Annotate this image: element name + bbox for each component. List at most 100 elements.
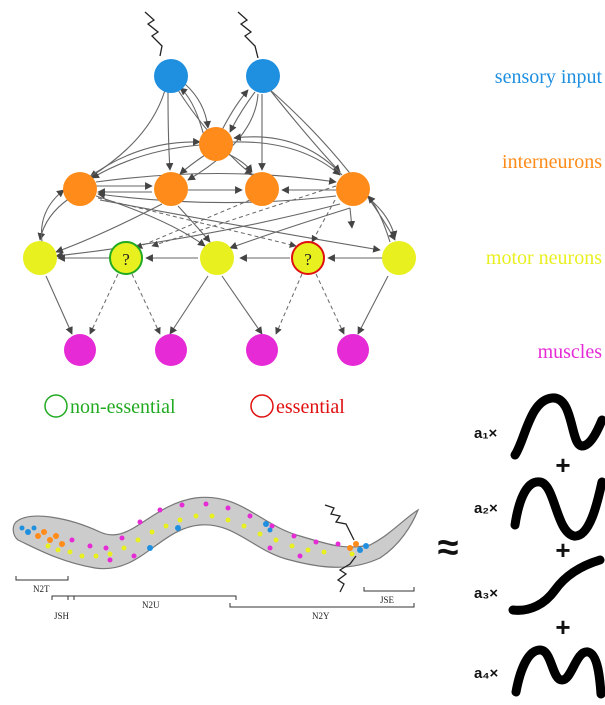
connection [179, 87, 206, 141]
neuron-dot [163, 523, 169, 529]
bracket-JSE [363, 587, 415, 592]
neuron-dot [203, 501, 209, 507]
segment-label: JSH [54, 611, 70, 621]
neuron-dot [107, 551, 113, 557]
connection [179, 154, 206, 175]
neuron-dot [241, 523, 247, 529]
neuron-dot [305, 547, 311, 553]
segment-label: JSE [380, 595, 395, 605]
essential-key-icon [250, 394, 274, 418]
neuron-dot [177, 517, 183, 523]
connection [269, 89, 341, 173]
segment-labels: N2T JSH N2U N2Y JSE [33, 584, 395, 621]
neuron-dot [79, 553, 85, 559]
bracket-N2U [67, 595, 237, 600]
neuron-dot [135, 537, 141, 543]
neuron-dot [41, 529, 47, 535]
neuron-dot [25, 529, 31, 535]
dashed-connection [89, 273, 119, 335]
neuron-dot [321, 549, 327, 555]
eigenworm-shape-1 [510, 393, 605, 460]
dashed-connection [315, 273, 345, 335]
neuron-dot [53, 533, 59, 539]
stimulus-bolt-icon [144, 11, 163, 57]
connection [231, 141, 341, 176]
connection [184, 83, 212, 129]
neuron-dot [87, 543, 93, 549]
motor-neuron-nonessential [109, 241, 143, 275]
neuron-dot [273, 537, 279, 543]
connection [267, 87, 396, 241]
sensory-neuron [246, 59, 280, 93]
segment-label: N2T [33, 584, 50, 594]
dashed-connection [131, 273, 161, 335]
neural-network-diagram: ? ? [23, 11, 416, 366]
connection [233, 133, 343, 176]
legend-non-essential: non-essential [70, 396, 176, 418]
neuron-dot [289, 543, 295, 549]
neuron-dot [267, 545, 273, 551]
muscles [64, 334, 369, 366]
neuron-dot [119, 535, 125, 541]
connection [165, 91, 174, 171]
neuron-dot [147, 545, 153, 551]
neuron-dot [269, 523, 275, 529]
connection [95, 195, 206, 247]
neuron-dot [35, 533, 41, 539]
connection [221, 275, 263, 335]
neuron-dot [157, 507, 163, 513]
neuron-dot [193, 513, 199, 519]
bracket-JSH [51, 595, 75, 600]
segment-label: N2Y [312, 611, 330, 621]
connection [91, 144, 201, 179]
neuron-dot [107, 557, 113, 563]
neuron-dot [209, 513, 215, 519]
connection [89, 89, 166, 178]
muscle [337, 334, 369, 366]
neuron-dot [353, 541, 359, 547]
muscle [246, 334, 278, 366]
coefficient-label: a₃× [474, 585, 498, 602]
neuron-dot [19, 525, 25, 531]
connections [37, 83, 398, 335]
uncertain-connections [89, 185, 345, 335]
worm-body [12, 496, 420, 570]
connection [357, 275, 389, 335]
motor-neuron [382, 241, 416, 275]
worm-neurons [19, 501, 369, 563]
dashed-connection [151, 185, 337, 248]
dashed-connection [311, 199, 336, 243]
neuron-dot [297, 553, 303, 559]
legend-interneurons: interneurons [502, 151, 602, 173]
neuron-dot [67, 549, 73, 555]
legend-essential: essential [276, 396, 345, 418]
neuron-dot [31, 525, 37, 531]
neuron-dot [69, 537, 75, 543]
connection [40, 189, 65, 243]
plus-symbol: + [555, 450, 570, 480]
neuron-dot [93, 553, 99, 559]
neuron-dot [335, 541, 341, 547]
neuron-dot [347, 545, 353, 551]
motor-neurons [23, 241, 416, 275]
neuron-dot [313, 539, 319, 545]
approx-symbol: ≈ [438, 527, 459, 569]
connection [169, 275, 209, 335]
sensory-neurons [154, 59, 280, 93]
neuron-dot [131, 553, 137, 559]
stimulus-bolt-icon [336, 555, 357, 593]
legend: sensory input interneurons motor neurons… [44, 66, 603, 418]
connection [221, 89, 249, 131]
connection [229, 207, 351, 250]
neuron-dot [47, 537, 53, 543]
unknown-mark: ? [304, 250, 312, 269]
motor-neuron [23, 241, 57, 275]
segment-brackets [15, 576, 415, 608]
connection [55, 203, 341, 260]
bracket-N2Y [229, 603, 415, 608]
stimulus-bolt-icon [324, 504, 355, 541]
neuron-dot [137, 519, 143, 525]
legend-muscles: muscles [538, 341, 603, 363]
connection [37, 197, 71, 241]
